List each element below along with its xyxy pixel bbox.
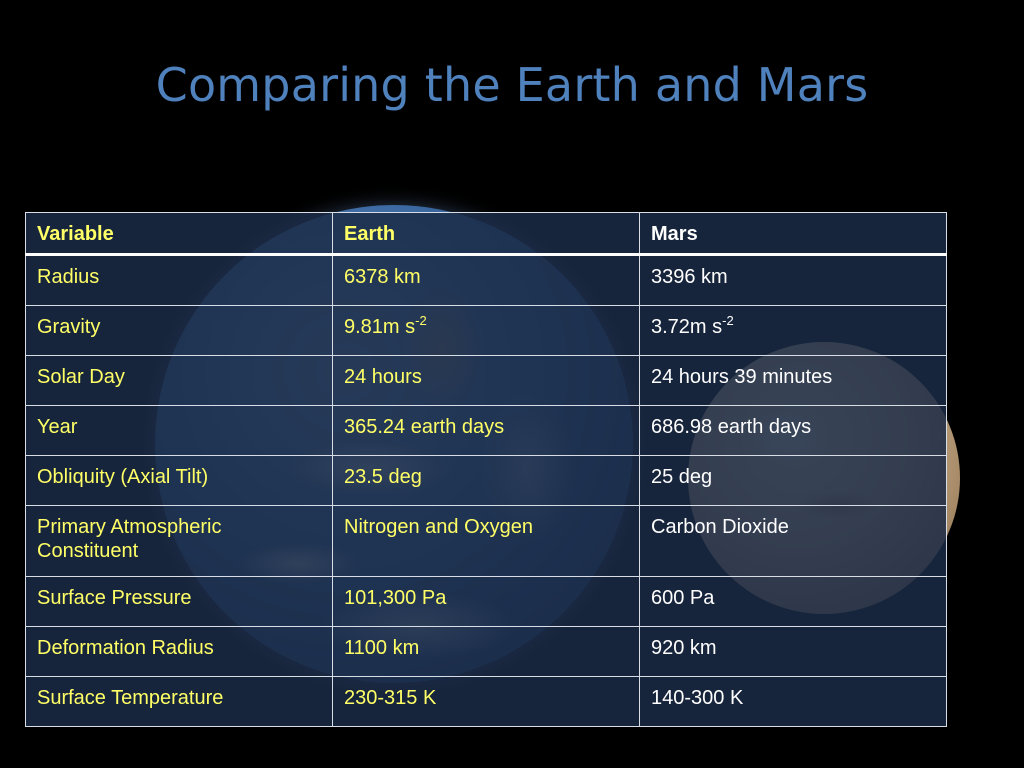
table-row: Gravity 9.81m s-2 3.72m s-2 — [25, 305, 947, 356]
table-header-row: Variable Earth Mars — [25, 212, 947, 256]
comparison-table: Variable Earth Mars Radius 6378 km 3396 … — [25, 212, 947, 727]
table-row: Surface Temperature 230-315 K 140-300 K — [25, 676, 947, 727]
cell-variable: Radius — [25, 254, 333, 306]
cell-mars: 600 Pa — [639, 576, 947, 627]
cell-variable: Deformation Radius — [25, 626, 333, 677]
cell-earth: 6378 km — [332, 254, 640, 306]
cell-mars: 3396 km — [639, 254, 947, 306]
cell-earth: 230-315 K — [332, 676, 640, 727]
cell-variable: Obliquity (Axial Tilt) — [25, 455, 333, 506]
cell-earth: 365.24 earth days — [332, 405, 640, 456]
cell-mars: 3.72m s-2 — [639, 305, 947, 356]
earth-gravity-exponent: -2 — [415, 313, 427, 328]
mars-gravity-exponent: -2 — [722, 313, 734, 328]
cell-earth: 1100 km — [332, 626, 640, 677]
cell-earth: 101,300 Pa — [332, 576, 640, 627]
cell-earth: 23.5 deg — [332, 455, 640, 506]
table-row: Deformation Radius 1100 km 920 km — [25, 626, 947, 677]
cell-mars: 686.98 earth days — [639, 405, 947, 456]
slide-title: Comparing the Earth and Mars — [155, 58, 869, 112]
header-mars: Mars — [639, 212, 947, 256]
header-earth: Earth — [332, 212, 640, 256]
cell-mars: 920 km — [639, 626, 947, 677]
cell-mars: 25 deg — [639, 455, 947, 506]
table-row: Surface Pressure 101,300 Pa 600 Pa — [25, 576, 947, 627]
cell-variable: Solar Day — [25, 355, 333, 406]
cell-variable: Surface Temperature — [25, 676, 333, 727]
cell-mars: 140-300 K — [639, 676, 947, 727]
mars-gravity-value: 3.72m s — [651, 316, 723, 338]
earth-gravity-value: 9.81m s — [344, 316, 416, 338]
table-row: Radius 6378 km 3396 km — [25, 254, 947, 306]
cell-variable: Gravity — [25, 305, 333, 356]
cell-earth: 24 hours — [332, 355, 640, 406]
cell-variable: Year — [25, 405, 333, 456]
cell-variable: Primary Atmospheric Constituent — [25, 505, 333, 577]
header-variable: Variable — [25, 212, 333, 256]
cell-mars: Carbon Dioxide — [639, 505, 947, 577]
table-row: Primary Atmospheric Constituent Nitrogen… — [25, 505, 947, 577]
cell-earth: 9.81m s-2 — [332, 305, 640, 356]
cell-variable: Surface Pressure — [25, 576, 333, 627]
table-row: Year 365.24 earth days 686.98 earth days — [25, 405, 947, 456]
cell-mars: 24 hours 39 minutes — [639, 355, 947, 406]
cell-earth: Nitrogen and Oxygen — [332, 505, 640, 577]
table-row: Solar Day 24 hours 24 hours 39 minutes — [25, 355, 947, 406]
table-row: Obliquity (Axial Tilt) 23.5 deg 25 deg — [25, 455, 947, 506]
